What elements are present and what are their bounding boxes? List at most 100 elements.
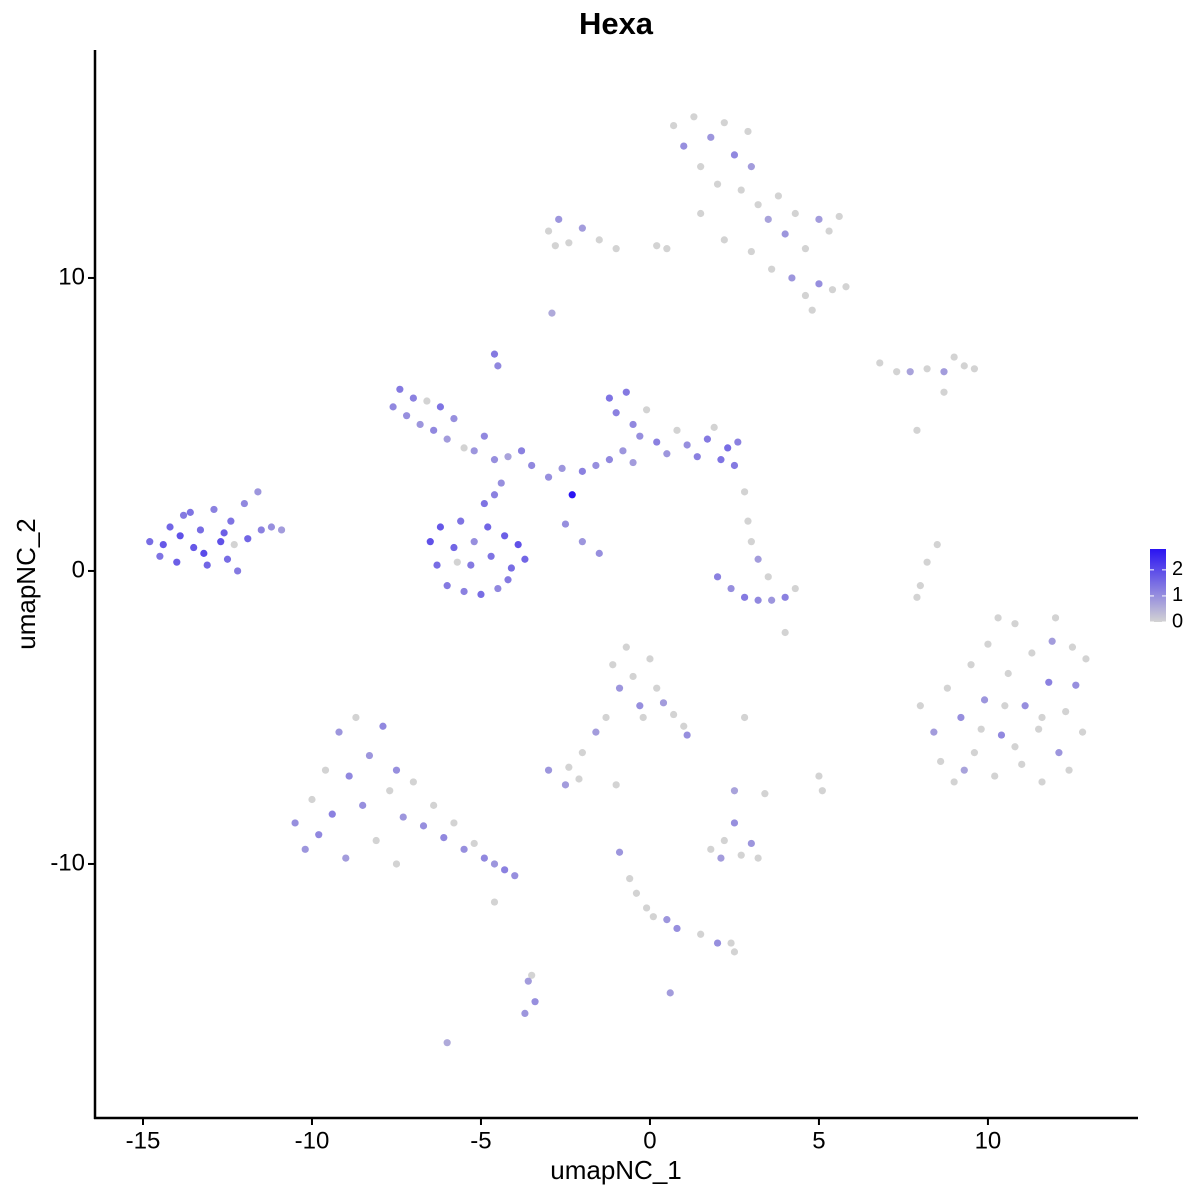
cell-point [612, 245, 620, 253]
cell-point [490, 456, 499, 464]
cell-point [666, 989, 674, 997]
cell-point [977, 725, 985, 733]
cell-point [565, 763, 573, 771]
cell-point [653, 438, 661, 446]
cell-point [517, 447, 526, 455]
cell-point [636, 432, 644, 440]
cell-point [815, 772, 823, 780]
cell-point [632, 889, 641, 897]
cell-point [457, 517, 465, 525]
cell-point [592, 461, 600, 470]
cell-point [487, 552, 495, 560]
colorbar [1150, 549, 1166, 622]
cell-point [514, 540, 522, 549]
cell-point [629, 458, 637, 467]
cell-point [450, 819, 458, 827]
cell-point [717, 854, 725, 862]
cell-point [443, 582, 451, 590]
cell-point [1068, 643, 1077, 651]
cell-point [730, 819, 739, 827]
y-axis-label: umapNC_2 [11, 518, 41, 650]
cell-point [443, 435, 451, 443]
cell-point [244, 535, 252, 543]
cell-point [460, 845, 468, 853]
cell-point [808, 306, 816, 314]
cell-point [396, 385, 404, 393]
cell-point [747, 538, 755, 546]
cell-point [906, 368, 914, 376]
cell-point [984, 640, 992, 648]
cell-point [815, 215, 823, 223]
cell-point [913, 426, 921, 434]
cell-point [1011, 620, 1019, 628]
cell-point [710, 423, 718, 431]
cell-point [379, 722, 387, 730]
cell-point [544, 473, 553, 481]
cell-point [713, 939, 722, 947]
cell-point [629, 672, 637, 681]
cell-point [683, 441, 691, 449]
cell-point [707, 133, 715, 141]
cell-point [490, 898, 499, 906]
cell-point [730, 787, 739, 795]
cell-point [392, 766, 401, 774]
cell-point [1051, 614, 1060, 622]
cell-point [693, 453, 701, 461]
cell-point [943, 684, 951, 692]
cell-point [980, 696, 989, 704]
cell-point [788, 274, 796, 282]
cell-point [146, 538, 154, 546]
cell-point [673, 924, 681, 933]
cell-point [179, 511, 188, 519]
cell-point [528, 971, 536, 979]
cell-point [680, 722, 688, 730]
cell-point [923, 558, 931, 566]
cell-point [460, 444, 468, 452]
cell-point [960, 766, 968, 774]
cell-point [622, 388, 630, 396]
cell-point [670, 121, 678, 130]
cell-point [653, 684, 661, 692]
cell-point [200, 549, 208, 557]
cell-point [453, 558, 461, 566]
cell-point [950, 353, 958, 361]
cell-point [734, 438, 742, 446]
cell-point [223, 555, 232, 563]
cell-point [994, 614, 1002, 622]
cell-point [544, 227, 553, 235]
cell-point [690, 113, 698, 121]
cell-point [615, 848, 624, 856]
points-layer [146, 113, 1090, 1047]
cell-point [1004, 669, 1012, 678]
cell-point [436, 523, 445, 531]
cell-point [561, 781, 570, 789]
cell-point [673, 426, 681, 434]
cell-point [720, 236, 728, 244]
cell-point [416, 420, 424, 429]
cell-point [619, 447, 627, 455]
cell-point [352, 713, 360, 722]
cell-point [801, 245, 810, 253]
cell-point [217, 538, 225, 546]
cell-point [186, 508, 194, 516]
cell-point [234, 567, 242, 575]
cell-point [1001, 702, 1009, 710]
cell-point [528, 461, 536, 470]
cell-point [544, 766, 553, 774]
cell-point [507, 564, 515, 572]
cell-point [578, 538, 586, 546]
x-axis-label: umapNC_1 [550, 1155, 682, 1185]
cell-point [724, 444, 732, 452]
cell-point [791, 209, 799, 218]
cell-point [1035, 725, 1043, 733]
cell-point [595, 236, 603, 244]
cell-point [774, 192, 782, 200]
cell-point [568, 491, 576, 499]
cell-point [494, 584, 502, 593]
cell-point [470, 839, 478, 848]
cell-point [511, 872, 519, 880]
cell-point [609, 661, 617, 669]
cell-point [970, 749, 979, 757]
cell-point [720, 836, 728, 845]
cell-point [430, 801, 438, 809]
